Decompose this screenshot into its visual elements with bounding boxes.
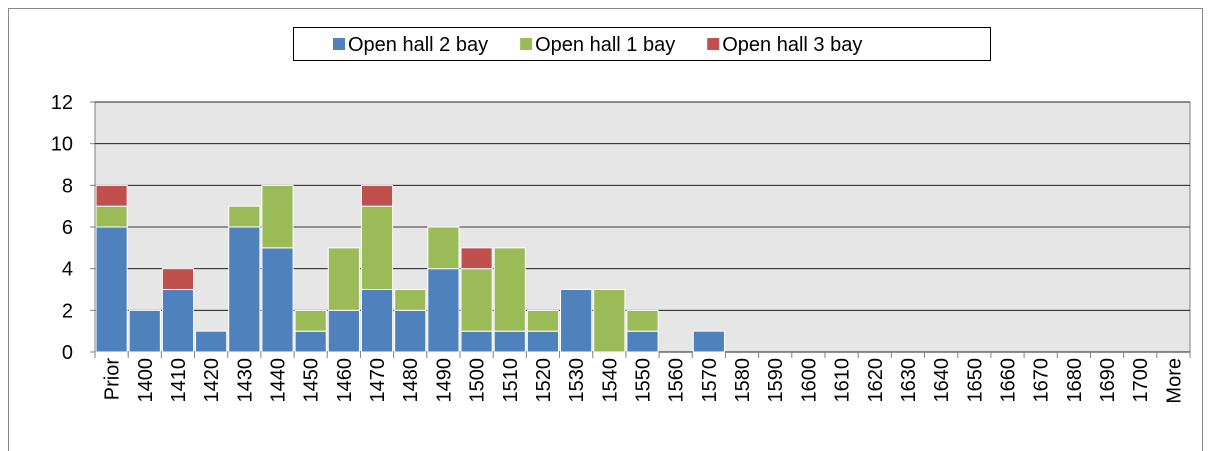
- x-tick-label: 1510: [500, 358, 522, 403]
- legend-label: Open hall 2 bay: [348, 34, 488, 56]
- x-tick-label: 1410: [168, 358, 190, 403]
- x-tick-label: 1440: [268, 358, 290, 403]
- bar-segment: [626, 309, 659, 332]
- y-tick-label: 0: [62, 342, 73, 364]
- x-tick-label: 1590: [765, 358, 787, 403]
- legend-swatch: [520, 38, 533, 50]
- bar-segment: [161, 268, 195, 290]
- x-tick-label: 1550: [633, 358, 655, 403]
- x-tick-label: 1670: [1031, 358, 1053, 403]
- x-tick-label: 1490: [433, 358, 455, 403]
- bar-segment: [195, 330, 228, 353]
- y-tick-label: 8: [62, 175, 73, 197]
- bar-segment: [493, 247, 526, 332]
- x-tick-label: 1470: [367, 358, 389, 403]
- bar-segment: [95, 184, 128, 207]
- bar-segment: [294, 309, 327, 332]
- bar-segment: [360, 289, 394, 353]
- bar-segment: [161, 289, 195, 353]
- bar-segment: [526, 309, 560, 332]
- bar-segment: [460, 330, 493, 353]
- y-tick-label: 10: [51, 134, 73, 156]
- bar-segment: [261, 184, 294, 249]
- legend-swatch: [333, 38, 345, 50]
- x-tick-label: 1450: [301, 358, 323, 403]
- x-tick-label: 1530: [566, 358, 588, 403]
- bar-segment: [427, 226, 460, 270]
- x-tick-label: 1500: [467, 358, 489, 403]
- x-tick-label: 1460: [334, 358, 356, 403]
- bar-segment: [327, 247, 360, 311]
- bar-segment: [228, 226, 261, 353]
- bar-segment: [294, 330, 327, 353]
- y-tick-label: 2: [62, 300, 73, 322]
- x-tick-label: 1620: [865, 358, 887, 403]
- x-tick-label: 1700: [1130, 358, 1152, 403]
- x-tick-label: 1630: [898, 358, 920, 403]
- y-tick-label: 4: [62, 259, 73, 281]
- legend-box: [293, 27, 991, 61]
- legend-label: Open hall 3 bay: [722, 34, 862, 56]
- x-tick-label: 1690: [1097, 358, 1119, 403]
- bar-segment: [228, 205, 261, 228]
- bar-segment: [261, 247, 294, 353]
- bar-segment: [95, 205, 128, 228]
- x-tick-label: 1660: [998, 358, 1020, 403]
- x-tick-label: 1680: [1064, 358, 1086, 403]
- bar-segment: [526, 330, 560, 353]
- x-tick-label: 1520: [533, 358, 555, 403]
- x-tick-label: 1480: [400, 358, 422, 403]
- x-tick-label: 1600: [798, 358, 820, 403]
- bar-segment: [626, 330, 659, 353]
- bar-segment: [327, 309, 360, 353]
- legend: Open hall 2 bay Open hall 1 bay Open hall …: [293, 27, 991, 61]
- bar-segment: [460, 268, 493, 332]
- x-tick-label: 1610: [832, 358, 854, 403]
- bar-segment: [460, 247, 493, 270]
- y-tick-label: 12: [51, 92, 73, 114]
- bar-segment: [360, 184, 394, 207]
- y-tick-label: 6: [62, 217, 73, 239]
- x-tick-label: 1650: [964, 358, 986, 403]
- bar-segment: [360, 205, 394, 291]
- bar-segment: [128, 309, 161, 353]
- bar-segment: [394, 289, 427, 311]
- x-tick-label: 1430: [234, 358, 256, 403]
- x-tick-label: More: [1163, 358, 1185, 404]
- legend-label: Open hall 1 bay: [535, 34, 675, 56]
- x-tick-label: Prior: [102, 358, 124, 401]
- bar-segment: [493, 330, 526, 353]
- bar-segment: [427, 268, 460, 353]
- x-tick-label: 1580: [732, 358, 754, 403]
- x-tick-label: 1560: [666, 358, 688, 403]
- bar-segment: [692, 330, 725, 353]
- bar-segment: [95, 226, 128, 353]
- x-tick-label: 1400: [135, 358, 157, 403]
- bar-segment: [394, 309, 427, 353]
- x-tick-label: 1420: [201, 358, 223, 403]
- x-tick-label: 1540: [599, 358, 621, 403]
- bar-segment: [560, 289, 593, 353]
- x-tick-label: 1640: [931, 358, 953, 403]
- x-tick-label: 1570: [699, 358, 721, 403]
- legend-swatch: [707, 38, 720, 50]
- bar-segment: [593, 289, 626, 353]
